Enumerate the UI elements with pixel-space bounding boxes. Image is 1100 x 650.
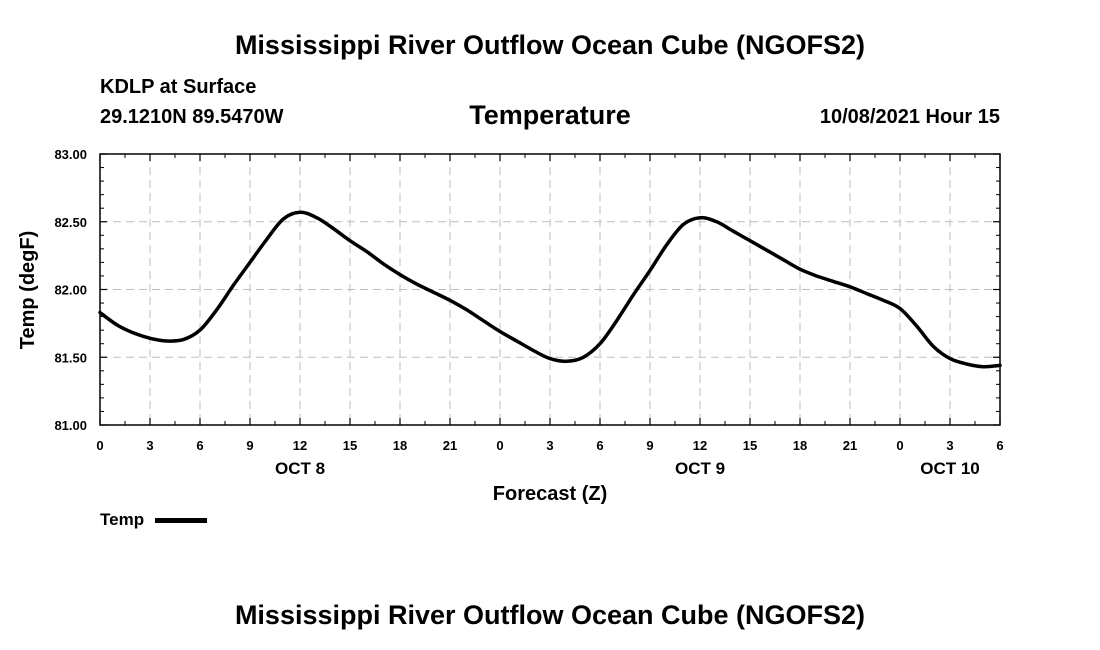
x-axis-label: Forecast (Z) [493, 483, 607, 505]
x-tick-label: 3 [146, 438, 153, 453]
x-tick-label: 18 [393, 438, 407, 453]
x-tick-label: 15 [743, 438, 757, 453]
day-label: OCT 10 [920, 459, 980, 478]
y-tick-label: 81.50 [54, 350, 87, 365]
y-tick-labels: 81.00 81.50 82.00 82.50 83.00 [54, 147, 87, 433]
x-tick-label: 3 [546, 438, 553, 453]
x-tick-label: 9 [646, 438, 653, 453]
y-tick-label: 82.50 [54, 215, 87, 230]
y-tick-label: 82.00 [54, 283, 87, 298]
y-axis-label: Temp (degF) [17, 231, 39, 350]
x-tick-label: 6 [996, 438, 1003, 453]
chart-title-top: Mississippi River Outflow Ocean Cube (NG… [234, 30, 866, 60]
day-labels: OCT 8 OCT 9 OCT 10 [275, 459, 980, 478]
x-tick-label: 9 [246, 438, 253, 453]
x-tick-label: 6 [196, 438, 203, 453]
x-tick-label: 12 [693, 438, 707, 453]
grid [100, 154, 1000, 425]
y-tick-label: 83.00 [54, 147, 87, 162]
y-tick-label: 81.00 [54, 418, 87, 433]
day-label: OCT 9 [675, 459, 725, 478]
legend: Temp [100, 510, 207, 530]
station-label: KDLP at Surface [100, 76, 257, 98]
x-tick-label: 3 [946, 438, 953, 453]
series-line-temp [98, 210, 1002, 369]
x-tick-label: 0 [96, 438, 103, 453]
chart-title-bottom: Mississippi River Outflow Ocean Cube (NG… [234, 600, 866, 630]
forecast-datetime: 10/08/2021 Hour 15 [819, 106, 1000, 128]
x-tick-label: 15 [343, 438, 357, 453]
series [98, 210, 1002, 369]
x-tick-label: 12 [293, 438, 307, 453]
x-tick-labels: 0 3 6 9 12 15 18 21 0 3 6 9 12 15 18 21 0 3 6 [96, 438, 1003, 453]
x-tick-label: 0 [896, 438, 903, 453]
tick-marks [99, 153, 1001, 426]
x-tick-label: 6 [596, 438, 603, 453]
variable-title: Temperature [469, 100, 631, 130]
x-tick-label: 0 [496, 438, 503, 453]
legend-line-swatch [154, 518, 207, 524]
x-tick-label: 18 [793, 438, 807, 453]
day-label: OCT 8 [275, 459, 325, 478]
station-coordinates: 29.1210N 89.5470W [100, 106, 284, 128]
legend-label: Temp [100, 510, 145, 529]
x-tick-label: 21 [843, 438, 857, 453]
x-tick-label: 21 [443, 438, 457, 453]
